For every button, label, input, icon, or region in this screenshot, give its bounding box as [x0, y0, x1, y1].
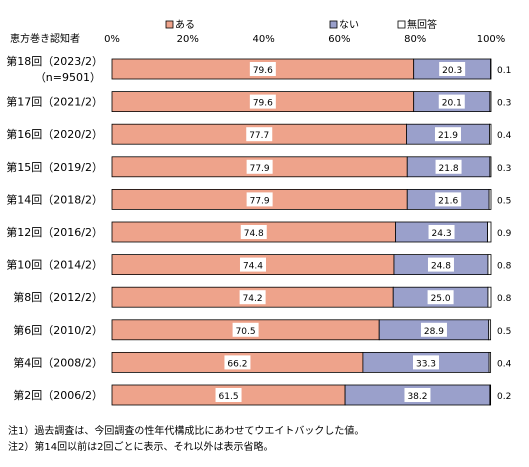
- value-label-bg: [215, 388, 242, 402]
- value-label: 0.3: [497, 164, 511, 174]
- value-label: 0.8: [497, 294, 512, 304]
- value-label-bg: [439, 62, 466, 76]
- bar-segment: [489, 156, 492, 178]
- value-label-bg: [239, 290, 266, 305]
- value-label: 20.3: [442, 66, 462, 76]
- value-label: 21.8: [439, 164, 459, 174]
- x-tick-label: 100%: [477, 34, 506, 45]
- value-label: 20.1: [442, 99, 462, 109]
- value-label-bg: [438, 94, 465, 109]
- bar-segment: [487, 254, 492, 276]
- category-label: 第14回（2018/2）: [6, 192, 103, 206]
- value-label-bg: [427, 257, 454, 272]
- value-label: 38.2: [407, 392, 427, 402]
- value-label-bg: [232, 322, 259, 337]
- value-label-bg: [246, 159, 273, 174]
- value-label: 79.6: [253, 66, 273, 76]
- bar-segment: [487, 221, 492, 243]
- value-label-bg: [249, 62, 276, 76]
- note-1: 注1）過去調査は、今回調査の性年代構成比にあわせてウエイトバックした値。: [8, 426, 365, 437]
- value-label: 0.1: [497, 66, 511, 76]
- value-label-bg: [420, 322, 447, 337]
- value-label-bg: [428, 225, 455, 239]
- category-header: 恵方巻き認知者: [10, 32, 80, 45]
- value-label: 0.5: [497, 327, 511, 337]
- value-label-bg: [224, 355, 251, 370]
- legend-label: 無回答: [407, 18, 437, 31]
- category-label: 第12回（2016/2）: [6, 225, 103, 239]
- value-label: 77.9: [250, 196, 270, 206]
- x-axis-ticks: 0% 20% 40% 60% 80% 100%: [104, 34, 505, 45]
- legend-label: ない: [339, 19, 359, 31]
- bar-segment: [489, 91, 492, 112]
- value-label: 74.2: [243, 294, 263, 304]
- value-label-bg: [246, 127, 273, 142]
- category-label: 第10回（2014/2）: [6, 258, 103, 272]
- category-labels: 第18回（2023/2） （n=9501） 第17回（2021/2） 第16回（202…: [6, 54, 103, 402]
- x-tick-label: 80%: [404, 34, 426, 45]
- value-label: 25.0: [431, 294, 451, 304]
- value-label-bg: [239, 257, 266, 272]
- value-label: 70.5: [236, 327, 256, 337]
- category-label: 第4回（2008/2）: [13, 355, 103, 369]
- value-labels: 79.6 20.3 0.1 79.6 20.1 0.3 77.7 21.9 0.4 77.9 21.…: [215, 62, 512, 402]
- value-label: 74.4: [243, 262, 263, 272]
- value-label: 66.2: [227, 359, 247, 369]
- value-label: 21.6: [438, 196, 458, 206]
- value-label: 0.8: [497, 262, 512, 272]
- x-tick-label: 0%: [104, 34, 120, 45]
- value-label: 33.3: [416, 359, 436, 369]
- category-label: 第17回（2021/2）: [6, 95, 103, 109]
- value-label-bg: [435, 159, 462, 174]
- value-label-bg: [404, 388, 431, 402]
- legend-swatch: [165, 20, 174, 29]
- value-label-bg: [427, 290, 454, 305]
- value-label: 0.2: [497, 392, 511, 402]
- value-label: 77.7: [249, 131, 269, 141]
- category-label: 第8回（2012/2）: [13, 290, 103, 304]
- value-label: 74.8: [244, 229, 264, 239]
- category-label: 第2回（2006/2）: [13, 388, 103, 402]
- legend-swatch: [329, 20, 338, 29]
- value-label: 24.8: [431, 262, 451, 272]
- bar-segment: [488, 351, 492, 373]
- bar-segment: [489, 123, 492, 145]
- category-label: 第16回（2020/2）: [6, 127, 103, 141]
- value-label: 0.5: [497, 196, 511, 206]
- value-label-bg: [434, 127, 461, 142]
- value-label: 28.9: [424, 327, 444, 337]
- bar-segment: [488, 188, 492, 210]
- legend: ある ない 無回答: [165, 18, 437, 31]
- value-label-bg: [413, 355, 440, 370]
- category-label: 第18回（2023/2）: [6, 54, 103, 68]
- value-label-bg: [435, 192, 462, 207]
- value-label-bg: [249, 94, 276, 109]
- x-tick-label: 20%: [177, 34, 199, 45]
- category-sublabel: （n=9501）: [35, 71, 101, 84]
- x-tick-label: 60%: [328, 34, 350, 45]
- value-label: 61.5: [219, 392, 239, 402]
- value-label: 21.9: [438, 131, 458, 141]
- category-label: 第15回（2019/2）: [6, 160, 103, 174]
- category-label: 第6回（2010/2）: [13, 323, 103, 337]
- value-label: 0.9: [497, 229, 512, 239]
- bar-segment: [489, 384, 492, 406]
- bar-segment: [487, 286, 492, 308]
- note-2: 注2）第14回以前は2回ごとに表示、それ以外は表示省略。: [8, 442, 274, 453]
- value-label: 77.9: [250, 164, 270, 174]
- value-label: 24.3: [432, 229, 452, 239]
- value-label: 0.3: [497, 99, 511, 109]
- value-label: 0.4: [497, 131, 512, 141]
- value-label: 0.4: [497, 359, 512, 369]
- value-label-bg: [246, 192, 273, 207]
- legend-label: ある: [175, 19, 195, 31]
- value-label: 79.6: [253, 99, 273, 109]
- bar-segment: [488, 319, 492, 341]
- legend-swatch: [397, 20, 406, 29]
- x-tick-label: 40%: [252, 34, 274, 45]
- value-label-bg: [240, 225, 267, 239]
